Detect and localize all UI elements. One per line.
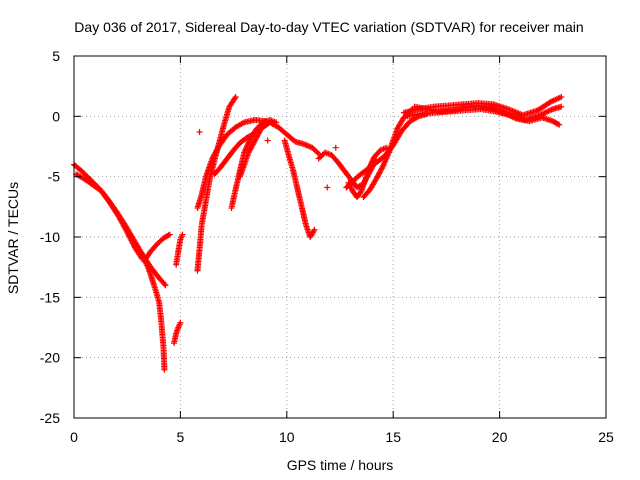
y-tick-label: 0 <box>52 108 60 124</box>
chart-title: Day 036 of 2017, Sidereal Day-to-day VTE… <box>74 19 583 35</box>
x-tick-label: 20 <box>492 429 508 445</box>
x-tick-label: 10 <box>279 429 295 445</box>
data-series-arc-10 <box>236 119 322 180</box>
data-point <box>231 95 238 102</box>
data-point <box>311 226 318 233</box>
data-point <box>558 94 565 101</box>
x-tick-label: 15 <box>385 429 401 445</box>
data-series-arc-3 <box>126 231 168 373</box>
y-tick-label: -15 <box>40 289 60 305</box>
data-series-arc-2 <box>73 171 146 262</box>
data-point <box>264 137 271 144</box>
data-series-arc-12 <box>281 137 318 240</box>
y-tick-label: -10 <box>40 229 60 245</box>
data-series-arc-4 <box>141 231 173 265</box>
data-point <box>314 149 321 156</box>
x-tick-label: 25 <box>598 429 614 445</box>
data-point <box>324 184 331 191</box>
data-point <box>166 231 173 238</box>
data-point <box>165 232 172 239</box>
data-series-arc-6 <box>171 319 184 347</box>
data-point <box>332 144 339 151</box>
y-tick-label: 5 <box>52 48 60 64</box>
data-point <box>556 121 563 128</box>
data-point <box>179 231 186 238</box>
data-series-arc-9 <box>228 116 280 212</box>
data-point <box>161 281 168 288</box>
axes <box>73 55 607 419</box>
data-series-arc-11 <box>211 131 256 178</box>
data-series-arc-5 <box>173 231 186 268</box>
data-point <box>162 282 169 289</box>
data-point <box>378 165 385 172</box>
x-tick-label: 5 <box>177 429 185 445</box>
data-point <box>161 366 168 373</box>
data-point <box>196 129 203 136</box>
data-points-layer <box>71 94 565 373</box>
data-point <box>177 319 184 326</box>
y-tick-label: -20 <box>40 350 60 366</box>
grid <box>74 56 606 418</box>
x-tick-label: 0 <box>70 429 78 445</box>
y-tick-label: -25 <box>40 410 60 426</box>
data-series-arc-19 <box>411 102 563 128</box>
data-point <box>248 132 255 139</box>
x-axis-label: GPS time / hours <box>287 457 394 473</box>
data-series-arc-8 <box>194 116 269 212</box>
data-series-outliers <box>196 129 339 191</box>
y-tick-label: -5 <box>48 169 61 185</box>
data-point <box>554 121 561 128</box>
data-series-arc-7 <box>194 94 239 274</box>
tick-labels: 0 5 10 15 20 25 5 0 -5 -10 -15 -20 -25 <box>40 48 614 445</box>
y-axis-label: SDTVAR / TECUs <box>5 182 21 294</box>
data-point <box>232 94 239 101</box>
data-point <box>357 189 364 196</box>
data-point <box>558 103 565 110</box>
data-point <box>249 131 256 138</box>
